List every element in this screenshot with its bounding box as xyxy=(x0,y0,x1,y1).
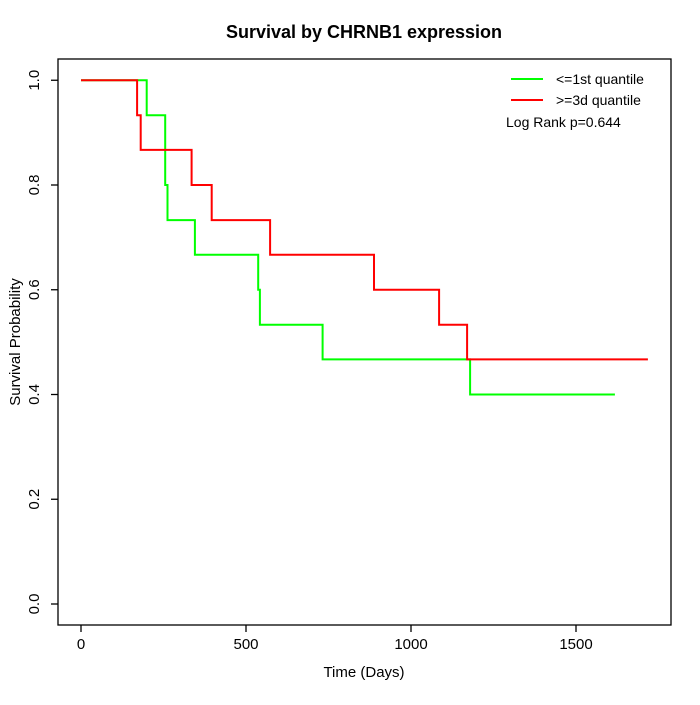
km-curve-3d-quantile xyxy=(81,79,648,361)
chart-title: Survival by CHRNB1 expression xyxy=(226,22,502,42)
y-axis-tick-label: 0.4 xyxy=(26,384,43,405)
y-axis-tick-label: 0.2 xyxy=(26,489,43,510)
plot-layer: 0 500 1000 1500 0.0 0.2 0.4 0.6 0.8 1.0 xyxy=(26,58,672,653)
x-axis-tick-label: 1500 xyxy=(559,636,592,653)
x-axis-tick-label: 0 xyxy=(77,636,85,653)
y-axis-tick-label: 0.8 xyxy=(26,175,43,196)
plot-box xyxy=(57,58,672,626)
y-axis-tick-label: 1.0 xyxy=(26,70,43,91)
log-rank-annotation: Log Rank p=0.644 xyxy=(506,114,621,130)
x-axis-title: Time (Days) xyxy=(323,664,404,681)
legend-label-1st-quantile: <=1st quantile xyxy=(556,71,644,87)
legend-label-3d-quantile: >=3d quantile xyxy=(556,92,641,108)
y-axis-tick-label: 0.0 xyxy=(26,594,43,615)
x-axis-tick-label: 1000 xyxy=(394,636,427,653)
km-curve-1st-quantile xyxy=(81,79,615,396)
legend: <=1st quantile >=3d quantile Log Rank p=… xyxy=(506,71,644,130)
y-axis-tick-label: 0.6 xyxy=(26,279,43,300)
y-axis-title: Survival Probability xyxy=(7,278,24,406)
x-axis-tick-label: 500 xyxy=(233,636,258,653)
